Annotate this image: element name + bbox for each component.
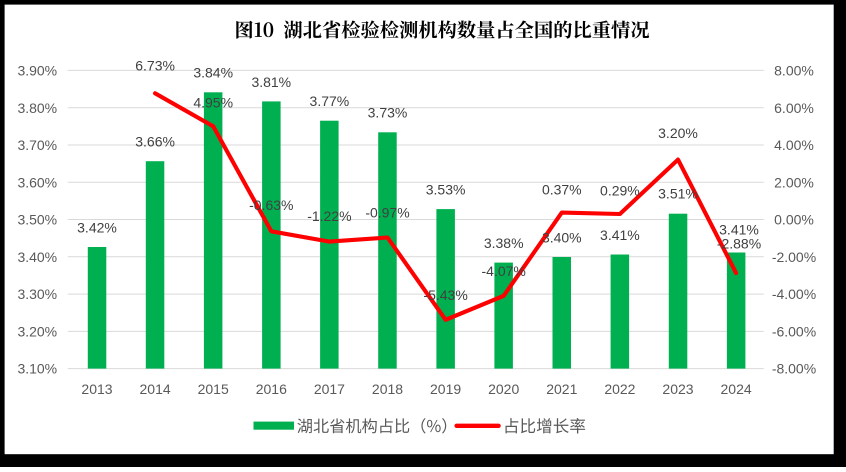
svg-text:3.30%: 3.30%: [17, 286, 57, 302]
svg-text:-2.88%: -2.88%: [717, 236, 761, 252]
svg-text:3.41%: 3.41%: [600, 227, 640, 243]
svg-text:3.81%: 3.81%: [251, 74, 291, 90]
svg-text:3.73%: 3.73%: [368, 105, 408, 121]
svg-text:-5.43%: -5.43%: [423, 287, 467, 303]
svg-text:3.77%: 3.77%: [310, 93, 350, 109]
svg-text:3.70%: 3.70%: [17, 137, 57, 153]
svg-text:3.51%: 3.51%: [658, 185, 698, 201]
svg-text:-4.00%: -4.00%: [772, 286, 816, 302]
svg-text:3.20%: 3.20%: [17, 324, 57, 340]
svg-text:3.90%: 3.90%: [17, 63, 57, 79]
svg-text:3.41%: 3.41%: [719, 221, 759, 237]
svg-text:3.40%: 3.40%: [542, 229, 582, 245]
svg-text:8.00%: 8.00%: [774, 63, 814, 79]
svg-text:2016: 2016: [256, 381, 287, 397]
svg-text:6.73%: 6.73%: [135, 58, 175, 74]
svg-text:-0.63%: -0.63%: [249, 197, 293, 213]
svg-text:2022: 2022: [604, 381, 635, 397]
svg-text:2015: 2015: [198, 381, 229, 397]
svg-text:-0.97%: -0.97%: [365, 204, 409, 220]
svg-text:4.00%: 4.00%: [774, 137, 814, 153]
svg-text:3.10%: 3.10%: [17, 361, 57, 377]
svg-text:2021: 2021: [546, 381, 577, 397]
svg-text:3.20%: 3.20%: [658, 125, 698, 141]
svg-text:2014: 2014: [140, 381, 171, 397]
svg-text:3.50%: 3.50%: [17, 212, 57, 228]
svg-text:2020: 2020: [488, 381, 519, 397]
svg-text:3.53%: 3.53%: [426, 181, 466, 197]
svg-text:0.29%: 0.29%: [600, 182, 640, 198]
svg-text:-8.00%: -8.00%: [772, 361, 816, 377]
svg-text:6.00%: 6.00%: [774, 100, 814, 116]
svg-text:3.38%: 3.38%: [484, 235, 524, 251]
svg-text:3.60%: 3.60%: [17, 174, 57, 190]
svg-text:2013: 2013: [81, 381, 112, 397]
svg-text:0.37%: 0.37%: [542, 182, 582, 198]
svg-text:3.80%: 3.80%: [17, 100, 57, 116]
svg-text:2.00%: 2.00%: [774, 174, 814, 190]
svg-text:4.95%: 4.95%: [193, 95, 233, 111]
svg-text:3.84%: 3.84%: [193, 65, 233, 81]
svg-text:0.00%: 0.00%: [774, 212, 814, 228]
svg-text:2017: 2017: [314, 381, 345, 397]
svg-text:3.66%: 3.66%: [135, 134, 175, 150]
svg-text:-4.07%: -4.07%: [482, 263, 526, 279]
svg-text:3.40%: 3.40%: [17, 249, 57, 265]
svg-text:2024: 2024: [721, 381, 752, 397]
svg-text:2018: 2018: [372, 381, 403, 397]
svg-text:-6.00%: -6.00%: [772, 324, 816, 340]
svg-text:-2.00%: -2.00%: [772, 249, 816, 265]
svg-text:2023: 2023: [662, 381, 693, 397]
svg-text:-1.22%: -1.22%: [307, 208, 351, 224]
svg-text:2019: 2019: [430, 381, 461, 397]
svg-text:3.42%: 3.42%: [77, 219, 117, 235]
